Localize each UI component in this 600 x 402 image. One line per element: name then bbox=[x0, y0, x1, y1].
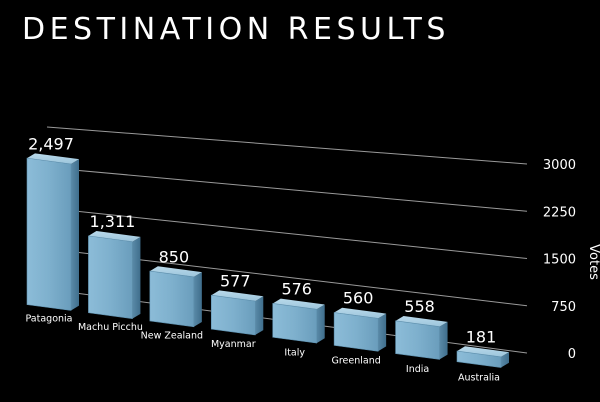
data-label: 577 bbox=[220, 271, 251, 290]
bar bbox=[88, 231, 141, 319]
bar bbox=[272, 298, 325, 344]
chart-title: DESTINATION RESULTS bbox=[22, 12, 450, 47]
bars bbox=[26, 153, 509, 368]
category-label: New Zealand bbox=[141, 330, 203, 341]
grid-line bbox=[46, 126, 528, 165]
bar bbox=[395, 316, 448, 360]
category-label: Myanmar bbox=[211, 339, 256, 350]
category-label: India bbox=[406, 364, 429, 375]
y-axis-label: Votes bbox=[586, 244, 600, 280]
bar bbox=[149, 266, 202, 328]
bar bbox=[333, 307, 387, 352]
bar bbox=[26, 153, 79, 311]
data-label: 181 bbox=[466, 327, 497, 346]
category-label: Patagonia bbox=[26, 313, 73, 324]
y-tick-label: 750 bbox=[551, 300, 576, 315]
data-label: 1,311 bbox=[90, 212, 136, 231]
category-label: Machu Picchu bbox=[78, 322, 143, 333]
data-labels: 2,497 1,311 850 577 576 560 558 181 bbox=[28, 134, 496, 346]
y-tick-label: 1500 bbox=[543, 253, 576, 268]
grid-line bbox=[46, 207, 528, 259]
category-label: Australia bbox=[458, 373, 500, 384]
data-label: 2,497 bbox=[28, 134, 74, 153]
y-tick-label: 3000 bbox=[543, 158, 576, 173]
data-label: 560 bbox=[343, 289, 374, 308]
bar bbox=[210, 290, 264, 336]
data-label: 576 bbox=[281, 280, 312, 299]
y-tick-label: 0 bbox=[568, 347, 576, 362]
category-label: Greenland bbox=[332, 356, 381, 367]
data-label: 850 bbox=[159, 247, 190, 266]
y-axis-ticks: 0 750 1500 2250 3000 bbox=[543, 158, 576, 362]
grid-line bbox=[46, 167, 528, 212]
data-label: 558 bbox=[404, 297, 435, 316]
y-tick-label: 2250 bbox=[543, 205, 576, 220]
category-label: Italy bbox=[284, 347, 305, 358]
bar bbox=[456, 346, 509, 368]
